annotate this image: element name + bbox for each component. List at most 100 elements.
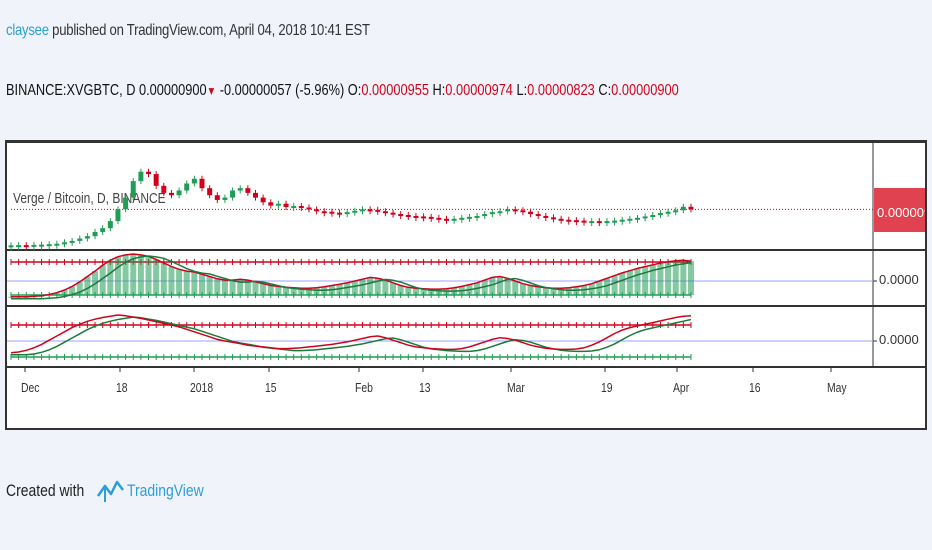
price-candle (283, 203, 289, 207)
close-label: C: (598, 82, 612, 99)
indicator1-histogram-bar (336, 284, 343, 295)
indicator1-histogram-bar (504, 278, 511, 295)
price-candle (665, 211, 671, 214)
price-candle (657, 213, 663, 216)
indicator1-histogram-bar (481, 280, 488, 295)
price-candle (31, 244, 37, 247)
time-axis-label: Feb (355, 381, 373, 395)
indicator1-histogram-bar (160, 263, 167, 295)
indicator1-histogram-bar (61, 290, 68, 295)
price-candle (260, 197, 266, 203)
indicator1-histogram-bar (145, 256, 152, 295)
time-axis-label: 2018 (190, 381, 214, 395)
price-candle (375, 209, 381, 212)
publish-line: claysee published on TradingView.com, Ap… (6, 22, 370, 40)
price-candle (673, 210, 679, 213)
indicator1-histogram-bar (412, 288, 419, 295)
price-candle (505, 209, 511, 212)
price-candle (421, 216, 427, 219)
price-candle (550, 217, 556, 220)
price-tag-label: 0.00000900 (877, 205, 925, 220)
price-candle (176, 190, 182, 196)
time-axis-label: 19 (601, 381, 613, 395)
indicator1-histogram-bar (428, 289, 435, 295)
publish-info: published on TradingView.com, April 04, … (48, 22, 370, 39)
indicator2-axis-label: 0.0000 (879, 332, 919, 347)
indicator1-histogram-bar (206, 276, 213, 295)
tradingview-logo-icon[interactable] (95, 478, 125, 504)
price-candle (337, 212, 343, 215)
price-candle (558, 218, 564, 221)
indicator2-main-line (11, 316, 692, 356)
price-candle (390, 212, 396, 215)
price-candle (413, 215, 419, 218)
indicator1-histogram-bar (435, 289, 442, 295)
price-candle (466, 216, 472, 219)
price-candle (497, 211, 503, 214)
price-candle (329, 211, 335, 214)
price-candle (306, 207, 312, 210)
indicator1-histogram-bar (176, 269, 183, 295)
price-candle (482, 214, 488, 217)
price-candle (619, 219, 625, 222)
price-candle (23, 245, 29, 248)
indicator1-histogram-bar (53, 292, 60, 295)
price-candle (528, 211, 534, 215)
last-price: 0.00000900 (139, 82, 207, 99)
price-candle (314, 209, 320, 212)
indicator1-histogram-bar (99, 265, 106, 295)
indicator1-histogram-bar (542, 287, 549, 295)
price-candle (100, 228, 106, 232)
price-candle (512, 209, 518, 212)
chart-frame[interactable]: Verge / Bitcoin, D, BINANCE 0.00000900 0… (5, 140, 927, 430)
indicator1-histogram-bar (382, 280, 389, 295)
price-candle (650, 215, 656, 217)
publisher-link[interactable]: claysee (6, 22, 49, 39)
price-candle (268, 202, 274, 206)
price-candle (589, 221, 595, 224)
price-candles (8, 168, 873, 251)
price-candle (612, 220, 618, 223)
indicator1-histogram-bar (672, 260, 679, 295)
indicator1-histogram-bar (76, 281, 83, 295)
price-candle (604, 221, 610, 224)
price-candle (520, 210, 526, 213)
price-candle (275, 203, 281, 206)
indicator1-histogram-bar (680, 260, 687, 295)
price-candle (642, 216, 648, 219)
indicator1-histogram-bar (290, 287, 297, 295)
price-candle (115, 209, 121, 222)
price-candle (352, 210, 358, 213)
indicator1-histogram-bar (359, 279, 366, 295)
price-candle (168, 192, 174, 196)
price-candle (489, 212, 495, 215)
price-candle (54, 243, 60, 246)
footer: Created with TradingView (6, 478, 221, 504)
price-candle (428, 216, 434, 219)
indicator1-histogram-bar (657, 263, 664, 295)
price-candle (207, 188, 213, 196)
price-candle (245, 188, 251, 193)
indicator1-histogram-bar (305, 288, 312, 295)
price-candle (573, 220, 579, 223)
indicator1-histogram-bar (114, 256, 121, 295)
indicator1-histogram-bar (214, 278, 221, 295)
indicator1-histogram-bar (130, 254, 137, 295)
indicator1-histogram-bar (313, 287, 320, 295)
price-candle (596, 221, 602, 224)
indicator1-histogram-bar (527, 285, 534, 295)
indicator1-histogram-bar (512, 281, 519, 295)
chart-canvas[interactable]: Verge / Bitcoin, D, BINANCE 0.00000900 0… (7, 143, 925, 428)
indicator1-histogram-bar (137, 254, 144, 295)
price-candle (16, 245, 22, 248)
indicator1-histogram-bar (298, 288, 305, 295)
indicator1-histogram-bar (84, 276, 91, 295)
indicator1-histogram-bar (535, 286, 542, 295)
indicator1-histogram-bar (229, 280, 236, 295)
indicator1-histogram-bar (374, 278, 381, 295)
price-candle (688, 206, 694, 210)
indicator1-histogram-bar (611, 275, 618, 295)
price-candle (153, 174, 159, 186)
indicator1-pane (7, 253, 873, 300)
tradingview-brand-link[interactable]: TradingView (127, 481, 205, 500)
